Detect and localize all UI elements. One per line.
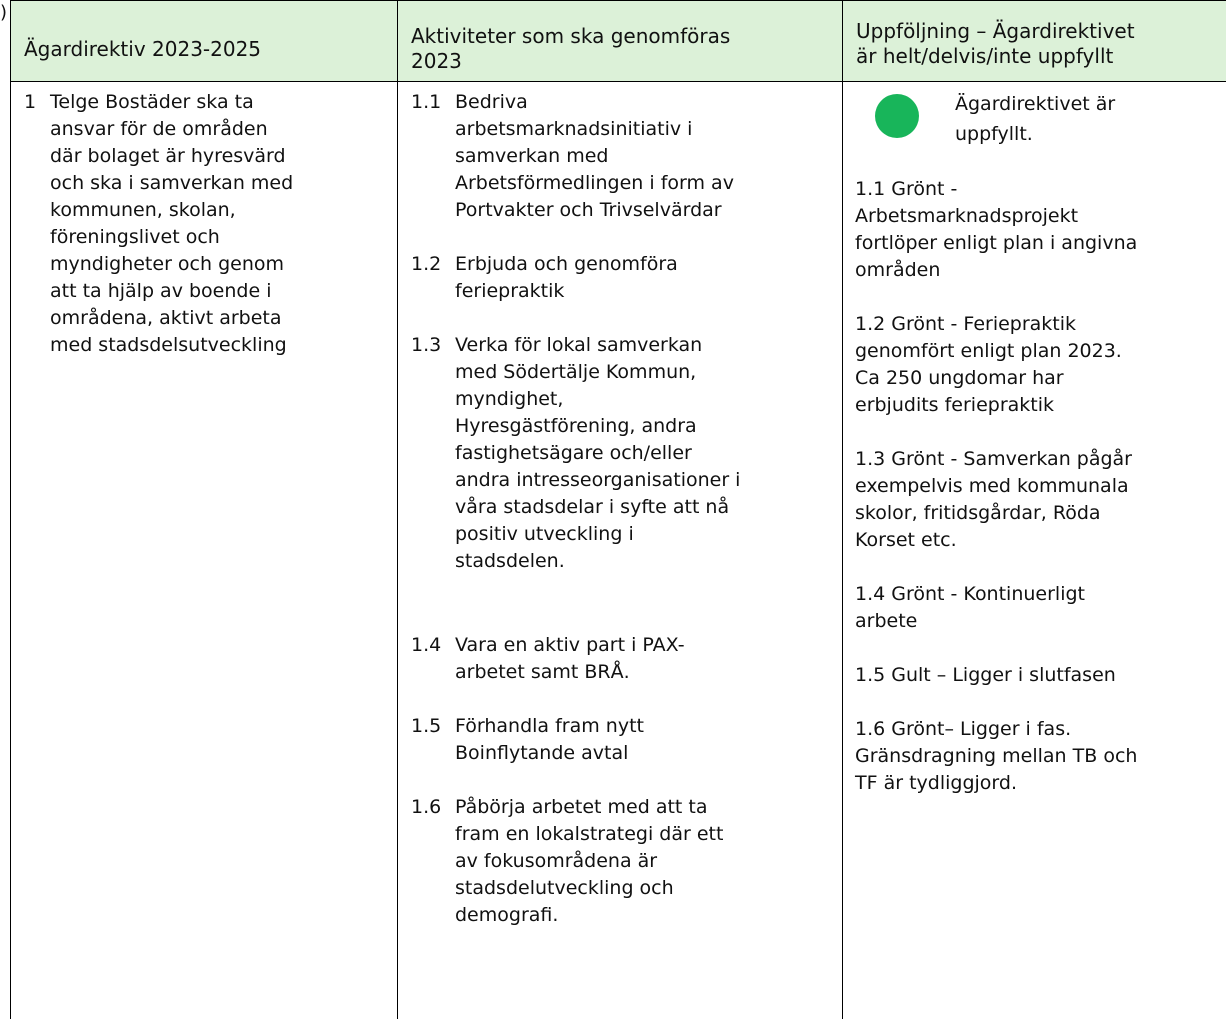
activity-line: arbetsmarknadsinitiativ i bbox=[455, 118, 693, 140]
directive-line: föreningslivet och bbox=[50, 226, 220, 248]
directive-line: att ta hjälp av boende i bbox=[50, 280, 272, 302]
followup: 1.1 Grönt - Arbetsmarknadsprojekt fortlöpe… bbox=[855, 176, 1137, 824]
directive-line: där bolaget är hyresvärd bbox=[50, 145, 286, 167]
followup-item: 1.6 Grönt– Ligger i fas. Gränsdragning me… bbox=[855, 716, 1137, 797]
activity-line: Förhandla fram nytt bbox=[455, 715, 644, 737]
activity-line: positiv utveckling i bbox=[455, 523, 634, 545]
status-indicator bbox=[875, 94, 919, 138]
followup-line: 1.4 Grönt - Kontinuerligt bbox=[855, 583, 1085, 605]
activity-number: 1.5 bbox=[411, 715, 442, 737]
activity-line: Hyresgästförening, andra bbox=[455, 415, 697, 437]
activity-line: stadsdelutveckling och bbox=[455, 877, 674, 899]
activity-line: med Södertälje Kommun, bbox=[455, 361, 697, 383]
activity: 1.3 Verka för lokal samverkan med Södertäl… bbox=[411, 332, 740, 575]
activity-number: 1.6 bbox=[411, 796, 442, 818]
followup-line: arbete bbox=[855, 610, 918, 632]
followup-line: Arbetsmarknadsprojekt bbox=[855, 205, 1079, 227]
activity-line: Arbetsförmedlingen i form av bbox=[455, 172, 734, 194]
followup-item: 1.1 Grönt - Arbetsmarknadsprojekt fortlöpe… bbox=[855, 176, 1137, 284]
header-cell: Uppföljning – Ägardirektivet är helt/delv… bbox=[856, 19, 1135, 69]
header-row bbox=[10, 0, 1226, 82]
followup-line: Korset etc. bbox=[855, 529, 957, 551]
activity-number: 1.2 bbox=[411, 253, 442, 275]
directive-line: ansvar för de områden bbox=[50, 118, 268, 140]
followup-line: Gränsdragning mellan TB och bbox=[855, 745, 1138, 767]
activity-line: myndighet, bbox=[455, 388, 564, 410]
followup-line: skolor, fritidsgårdar, Röda bbox=[855, 502, 1101, 524]
header-line: Uppföljning – Ägardirektivet bbox=[856, 19, 1135, 43]
followup-line: områden bbox=[855, 259, 941, 281]
directive-line: kommunen, skolan, bbox=[50, 199, 236, 221]
followup-item: 1.4 Grönt - Kontinuerligt arbete bbox=[855, 581, 1137, 635]
status-text: Ägardirektivet är uppfyllt. bbox=[955, 89, 1115, 149]
header-cell: Ägardirektiv 2023-2025 bbox=[24, 37, 262, 61]
activity-number: 1.4 bbox=[411, 634, 442, 656]
border bbox=[842, 0, 843, 1019]
activity-line: andra intresseorganisationer i bbox=[455, 469, 741, 491]
activity: 1.6 Påbörja arbetet med att ta fram en lok… bbox=[411, 794, 740, 929]
fragment: ) bbox=[0, 2, 8, 23]
activity-line: fastighetsägare och/eller bbox=[455, 442, 692, 464]
activity-line: våra stadsdelar i syfte att nå bbox=[455, 496, 730, 518]
activity-line: Bedriva bbox=[455, 91, 528, 113]
directive-line: med stadsdelsutveckling bbox=[50, 334, 287, 356]
activity: 1.4 Vara en aktiv part i PAX-arbetet samt… bbox=[411, 632, 740, 686]
activity-line: av fokusområdena är bbox=[455, 850, 658, 872]
followup-line: exempelvis med kommunala bbox=[855, 475, 1129, 497]
directive-line: och ska i samverkan med bbox=[50, 172, 294, 194]
followup-line: 1.1 Grönt - bbox=[855, 178, 958, 200]
activity-line: Erbjuda och genomföra bbox=[455, 253, 678, 275]
followup-item: 1.5 Gult – Ligger i slutfasen bbox=[855, 662, 1137, 689]
activity-line: stadsdelen. bbox=[455, 550, 565, 572]
activity-line: feriepraktik bbox=[455, 280, 565, 302]
status-line: uppfyllt. bbox=[955, 123, 1033, 145]
activity-line: arbetet samt BRÅ. bbox=[455, 661, 630, 683]
activity-number: 1.3 bbox=[411, 334, 442, 356]
activity-line: demografi. bbox=[455, 904, 559, 926]
activity-line: Vara en aktiv part i PAX- bbox=[455, 634, 685, 656]
activity: 1.2 Erbjuda och genomföra feriepraktik bbox=[411, 251, 740, 305]
followup-line: 1.6 Grönt– Ligger i fas. bbox=[855, 718, 1072, 740]
followup-line: Ca 250 ungdomar har bbox=[855, 367, 1064, 389]
activity-line: samverkan med bbox=[455, 145, 609, 167]
header-line: Aktiviteter som ska genomföras bbox=[411, 24, 731, 48]
activities: 1.1 Bedriva arbetsmarknadsinitiativ i samve… bbox=[411, 89, 740, 956]
status-line: Ägardirektivet är bbox=[955, 93, 1116, 115]
followup-line: 1.5 Gult – Ligger i slutfasen bbox=[855, 664, 1116, 686]
activity: 1.1 Bedriva arbetsmarknadsinitiativ i samve… bbox=[411, 89, 740, 224]
activity-line: Verka för lokal samverkan bbox=[455, 334, 703, 356]
activity-line: Påbörja arbetet med att ta bbox=[455, 796, 708, 818]
activity-line: Boinflytande avtal bbox=[455, 742, 629, 764]
directive-line: områdena, aktivt arbeta bbox=[50, 307, 282, 329]
border bbox=[10, 0, 11, 1019]
activity-line: Portvakter och Trivselvärdar bbox=[455, 199, 722, 221]
directive: Telge Bostäder ska ta ansvar för de områd… bbox=[50, 89, 293, 359]
header-line: 2023 bbox=[411, 49, 462, 73]
header-cell: Aktiviteter som ska genomföras 2023 bbox=[411, 24, 730, 74]
followup-item: 1.3 Grönt - Samverkan pågår exempelvis me… bbox=[855, 446, 1137, 554]
directive-line: Telge Bostäder ska ta bbox=[50, 91, 254, 113]
directive-line: myndigheter och genom bbox=[50, 253, 284, 275]
followup-line: 1.2 Grönt - Feriepraktik bbox=[855, 313, 1077, 335]
activity: 1.5 Förhandla fram nytt Boinflytande avtal bbox=[411, 713, 740, 767]
header-line: är helt/delvis/inte uppfyllt bbox=[856, 44, 1114, 68]
followup-line: genomfört enligt plan 2023. bbox=[855, 340, 1122, 362]
followup-line: 1.3 Grönt - Samverkan pågår bbox=[855, 448, 1132, 470]
border bbox=[397, 0, 398, 1019]
activity-line: fram en lokalstrategi där ett bbox=[455, 823, 724, 845]
followup-line: erbjudits feriepraktik bbox=[855, 394, 1055, 416]
followup-item: 1.2 Grönt - Feriepraktik genomfört enligt… bbox=[855, 311, 1137, 419]
followup-line: fortlöper enligt plan i angivna bbox=[855, 232, 1138, 254]
row-number: 1 bbox=[24, 91, 37, 113]
activity-number: 1.1 bbox=[411, 91, 442, 113]
followup-line: TF är tydliggjord. bbox=[855, 772, 1017, 794]
